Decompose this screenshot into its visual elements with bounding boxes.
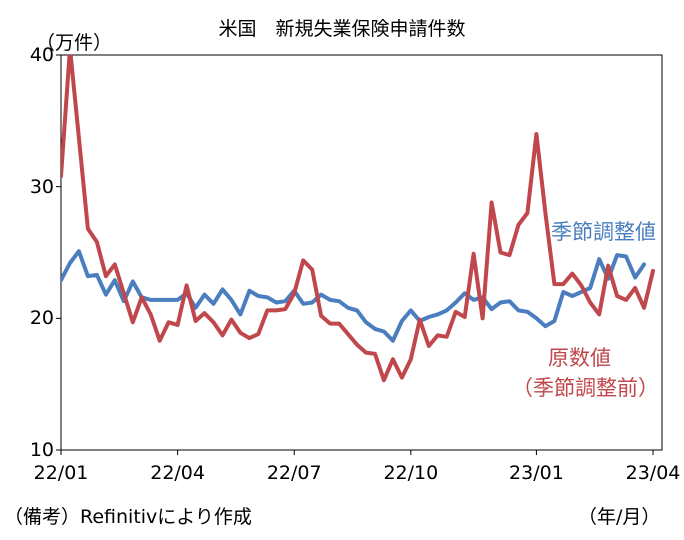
x-tick-label: 22/04 [150, 462, 205, 484]
source-note: （備考）Refinitivにより作成 [4, 506, 252, 528]
x-tick-label: 22/07 [266, 462, 322, 484]
series-label-raw-subtitle: （季節調整前） [512, 376, 659, 400]
x-tick-label: 22/10 [383, 462, 439, 484]
chart-title: 米国 新規失業保険申請件数 [218, 18, 466, 40]
y-tick-label: 20 [29, 307, 54, 330]
series-label-raw: 原数値 [548, 346, 611, 370]
series-line-seasonally-adjusted [61, 249, 647, 343]
series-line-raw [61, 55, 655, 383]
x-tick-label: 23/01 [509, 462, 564, 484]
y-tick-label: 30 [29, 175, 54, 198]
x-axis-unit-label: （年/月） [578, 506, 661, 528]
x-tick-label: 22/01 [33, 462, 89, 484]
plot-area-frame [60, 54, 663, 451]
x-tick-label: 23/04 [625, 462, 681, 484]
y-axis-unit-label: （万件） [36, 32, 113, 54]
series-label-seasonally-adjusted: 季節調整値 [551, 220, 656, 244]
y-tick-label: 40 [29, 44, 54, 66]
y-tick-label: 10 [29, 439, 54, 461]
